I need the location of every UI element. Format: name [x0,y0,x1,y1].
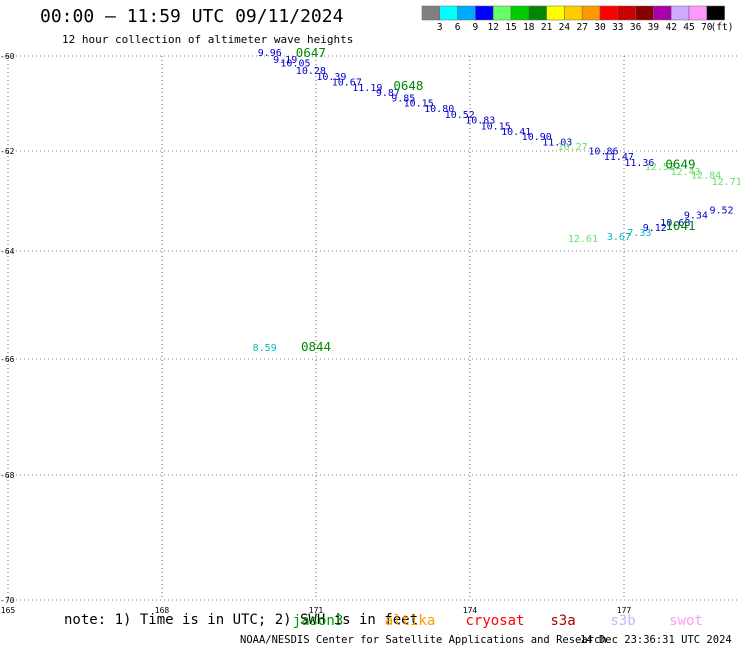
data-point: 11.19 [352,83,382,94]
scale-label: 15 [505,22,516,33]
satellite-legend-altika: altika [385,613,436,629]
footer-note: note: 1) Time is in UTC; 2) SWH is in fe… [64,612,419,628]
data-point: 10.83 [465,115,495,126]
y-tick-label: -62 [0,147,15,156]
data-point: 7.33 [627,228,651,239]
data-point: 9.85 [391,94,415,105]
satellite-legend-s3b: s3b [610,613,635,629]
satellite-legend-s3a: s3a [550,613,575,629]
data-point: 11.47 [604,152,634,163]
data-point: 10.41 [501,127,531,138]
pass-time-label: 0844 [301,339,331,354]
data-point: 10.28 [296,66,326,77]
scale-label: 70 [701,22,713,33]
satellite-legend-cryosat: cryosat [465,613,524,629]
page-title: 00:00 – 11:59 UTC 09/11/2024 [40,6,344,27]
data-point: 12.43 [671,167,701,178]
scale-label: 45 [683,22,694,33]
x-tick-label: 165 [1,606,16,615]
scale-swatch [706,5,725,21]
data-point: 10.68 [660,218,690,229]
data-point: 10.39 [316,72,346,83]
scale-label: 6 [455,22,461,33]
data-point: 10.86 [588,147,618,158]
scale-label: 9 [473,22,479,33]
pass-time-label: 0648 [393,78,423,93]
data-point: 12.61 [568,234,598,245]
x-tick-label: 174 [463,606,478,615]
data-point: 10.52 [445,110,475,121]
y-tick-label: -60 [0,52,15,61]
scale-label: 39 [648,22,660,33]
data-point: 10.15 [404,98,434,109]
y-tick-label: -66 [0,355,15,364]
x-tick-label: 177 [617,606,632,615]
data-point: 12.71 [712,177,740,188]
data-point: 10.67 [332,77,362,88]
data-point: 12.84 [691,171,721,182]
pass-time-label: 0647 [296,45,326,60]
y-tick-label: -68 [0,471,15,480]
data-point: 9.34 [684,211,708,222]
data-point: 11.03 [542,137,572,148]
scale-label: 18 [523,22,535,33]
page-subtitle: 12 hour collection of altimeter wave hei… [62,33,354,46]
data-point: 9.52 [709,206,733,217]
footer-timestamp: 14 Dec 23:36:31 UTC 2024 [580,634,732,646]
satellite-legend-jason3: jason3 [293,613,344,629]
scale-unit: (ft) [711,22,734,33]
data-point: 3.67 [607,232,631,243]
footer-credit: NOAA/NESDIS Center for Satellite Applica… [240,634,607,646]
data-point: 10.05 [280,58,310,69]
data-point: 9.19 [273,55,297,66]
data-point: 10.27 [558,142,588,153]
y-tick-label: -64 [0,247,15,256]
scale-label: 30 [594,22,606,33]
pass-time-label: 1041 [665,218,695,233]
data-point: 9.12 [643,223,667,234]
scale-label: 33 [612,22,623,33]
scale-label: 42 [665,22,676,33]
data-point: 10.80 [424,104,454,115]
data-point: 10.15 [481,122,511,133]
y-tick-label: -70 [0,596,15,605]
data-point: 11.36 [624,158,654,169]
satellite-legend-swot: swot [669,613,703,629]
x-tick-label: 168 [155,606,170,615]
x-tick-label: 171 [309,606,324,615]
data-point: 9.87 [376,88,400,99]
pass-time-label: 0649 [665,157,695,172]
data-point: 10.90 [522,132,552,143]
data-point: 9.96 [258,48,282,59]
scale-label: 12 [487,22,498,33]
scale-label: 36 [630,22,642,33]
data-point: 12.52 [645,162,675,173]
scale-label: 24 [559,22,571,33]
scale-label: 21 [541,22,553,33]
color-scale-legend: 3 6 9 12 15 18 21 24 27 30 33 36 39 42 45 70(ft) [421,5,734,33]
scale-label: 3 [437,22,443,33]
data-point: 8.59 [253,343,277,354]
scale-label: 27 [576,22,587,33]
